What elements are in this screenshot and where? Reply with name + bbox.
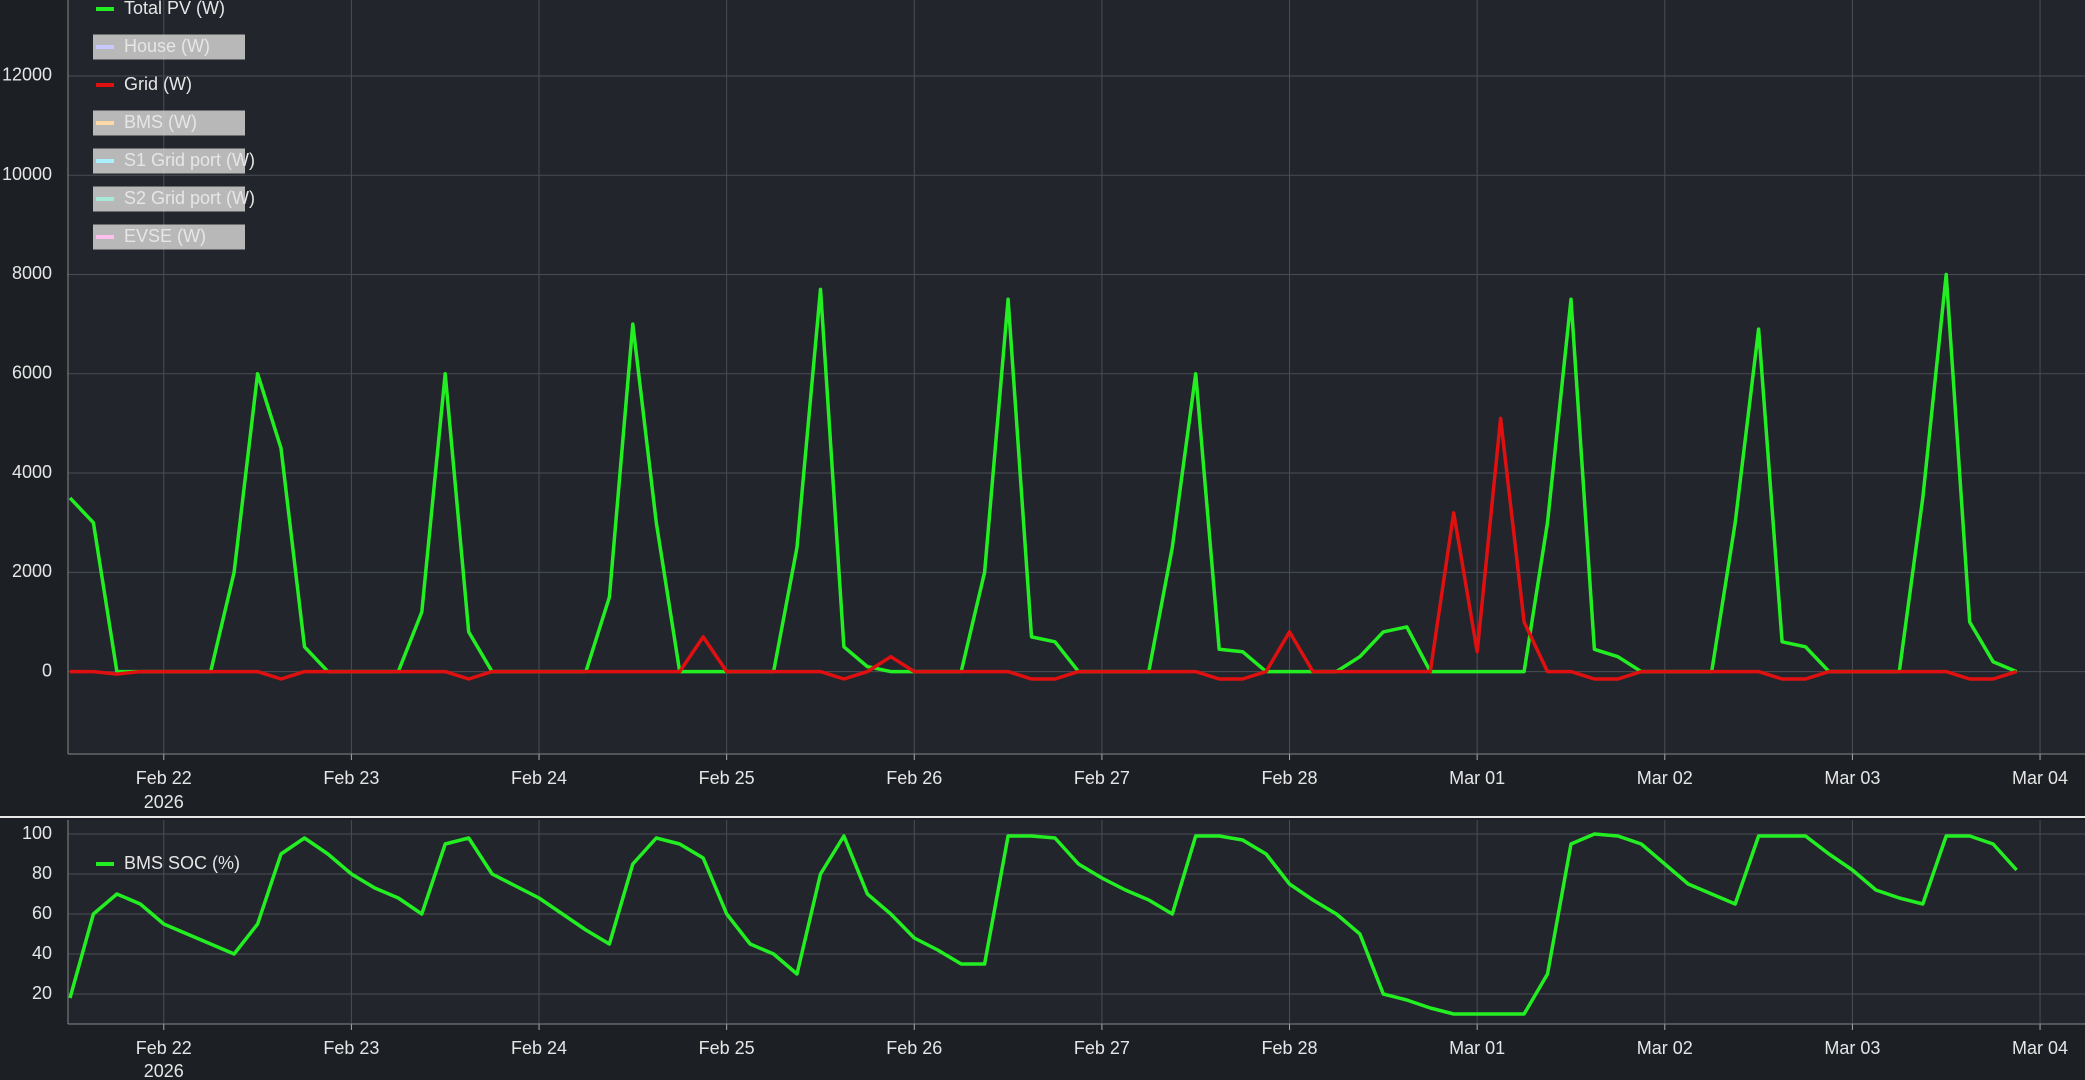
x-tick-label: Mar 02: [1637, 1038, 1693, 1058]
x-tick-label: Feb 22: [136, 768, 192, 788]
x-tick-label: Mar 04: [2012, 1038, 2068, 1058]
y-tick-label: 2000: [12, 561, 52, 581]
x-tick-label: Feb 27: [1074, 768, 1130, 788]
legend-hidden-box: [93, 110, 245, 136]
x-tick-label: Feb 25: [699, 768, 755, 788]
x-year-label: 2026: [144, 1061, 184, 1080]
y-tick-label: 100: [22, 823, 52, 843]
legend-label: Grid (W): [124, 74, 192, 94]
x-tick-label: Feb 23: [323, 1038, 379, 1058]
legend-hidden-box: [93, 224, 245, 250]
y-tick-label: 4000: [12, 462, 52, 482]
y-tick-label: 40: [32, 943, 52, 963]
legend-label: S2 Grid port (W): [124, 188, 255, 208]
legend-label: BMS (W): [124, 112, 197, 132]
plot-area: [68, 820, 2085, 1024]
series-line: [68, 832, 2018, 1016]
x-tick-label: Feb 26: [886, 1038, 942, 1058]
x-tick-label: Feb 24: [511, 768, 567, 788]
legend-hidden-box: [93, 34, 245, 60]
x-tick-label: Mar 04: [2012, 768, 2068, 788]
x-tick-label: Mar 01: [1449, 1038, 1505, 1058]
legend-hidden-box: [93, 186, 245, 212]
legend-label: EVSE (W): [124, 226, 206, 246]
x-tick-label: Feb 26: [886, 768, 942, 788]
x-tick-label: Feb 28: [1262, 1038, 1318, 1058]
y-tick-label: 10000: [2, 164, 52, 184]
x-tick-label: Mar 03: [1824, 1038, 1880, 1058]
y-tick-label: 60: [32, 903, 52, 923]
y-tick-label: 12000: [2, 65, 52, 85]
x-tick-label: Mar 03: [1824, 768, 1880, 788]
x-tick-label: Feb 27: [1074, 1038, 1130, 1058]
y-tick-label: 0: [42, 660, 52, 680]
x-tick-label: Mar 01: [1449, 768, 1505, 788]
x-tick-label: Feb 22: [136, 1038, 192, 1058]
y-tick-label: 80: [32, 863, 52, 883]
x-year-label: 2026: [144, 792, 184, 812]
x-tick-label: Feb 25: [699, 1038, 755, 1058]
legend-hidden-box: [93, 148, 245, 174]
x-tick-label: Feb 24: [511, 1038, 567, 1058]
legend-label: House (W): [124, 36, 210, 56]
y-tick-label: 6000: [12, 363, 52, 383]
plot-area: [68, 0, 2085, 754]
y-tick-label: 8000: [12, 263, 52, 283]
x-tick-label: Feb 23: [323, 768, 379, 788]
legend-label: S1 Grid port (W): [124, 150, 255, 170]
x-tick-label: Feb 28: [1262, 768, 1318, 788]
legend-label: BMS SOC (%): [124, 853, 240, 873]
series-line: [70, 416, 2018, 681]
y-tick-label: 20: [32, 983, 52, 1003]
legend-label: Total PV (W): [124, 0, 225, 18]
x-tick-label: Mar 02: [1637, 768, 1693, 788]
